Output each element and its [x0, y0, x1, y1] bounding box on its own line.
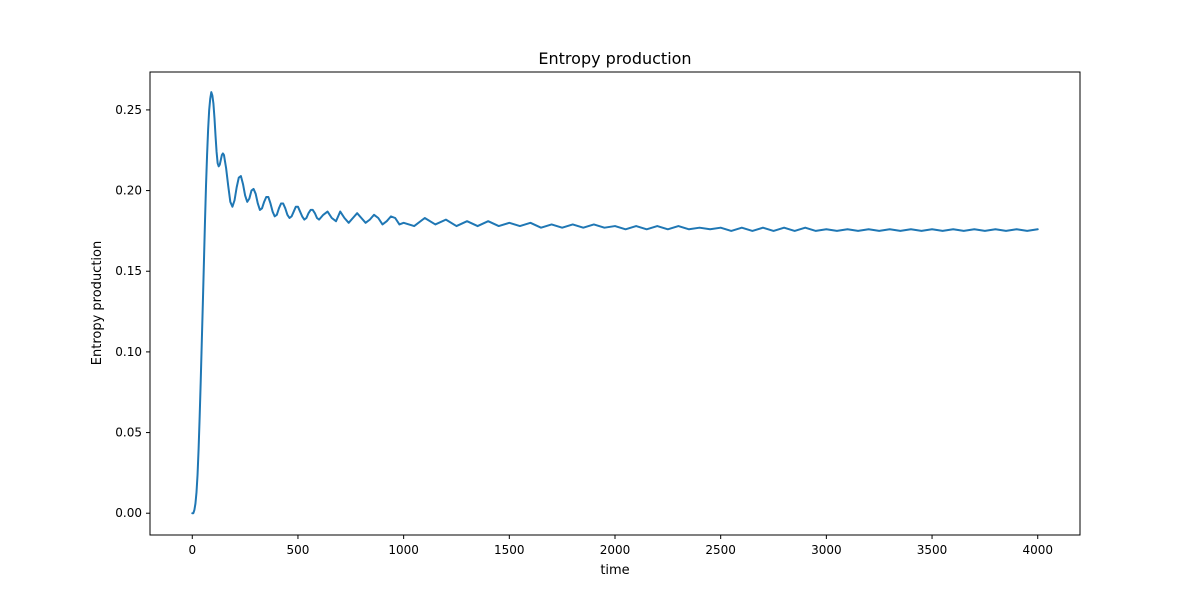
y-axis-label: Entropy production — [90, 241, 105, 365]
x-axis-ticks: 0 500 1000 1500 2000 2500 3000 3500 4000 — [188, 535, 1053, 557]
x-tick-label: 3000 — [811, 543, 842, 557]
y-tick-label: 0.25 — [115, 103, 142, 117]
y-tick-label: 0.20 — [115, 184, 142, 198]
x-tick-label: 1000 — [388, 543, 419, 557]
y-tick-label: 0.05 — [115, 426, 142, 440]
x-tick-label: 2000 — [600, 543, 631, 557]
plot-lines — [191, 91, 1039, 515]
series-line — [191, 91, 1039, 515]
x-tick-label: 500 — [287, 543, 310, 557]
x-tick-label: 3500 — [917, 543, 948, 557]
x-tick-label: 0 — [188, 543, 196, 557]
y-tick-label: 0.15 — [115, 264, 142, 278]
x-tick-label: 2500 — [705, 543, 736, 557]
y-tick-label: 0.00 — [115, 506, 142, 520]
x-tick-label: 4000 — [1022, 543, 1053, 557]
chart-title: Entropy production — [538, 49, 691, 68]
axes-frame — [149, 71, 1081, 536]
x-axis-label: time — [600, 563, 629, 578]
y-axis-ticks: 0.00 0.05 0.10 0.15 0.20 0.25 — [115, 103, 150, 520]
x-tick-label: 1500 — [494, 543, 525, 557]
y-tick-label: 0.10 — [115, 345, 142, 359]
